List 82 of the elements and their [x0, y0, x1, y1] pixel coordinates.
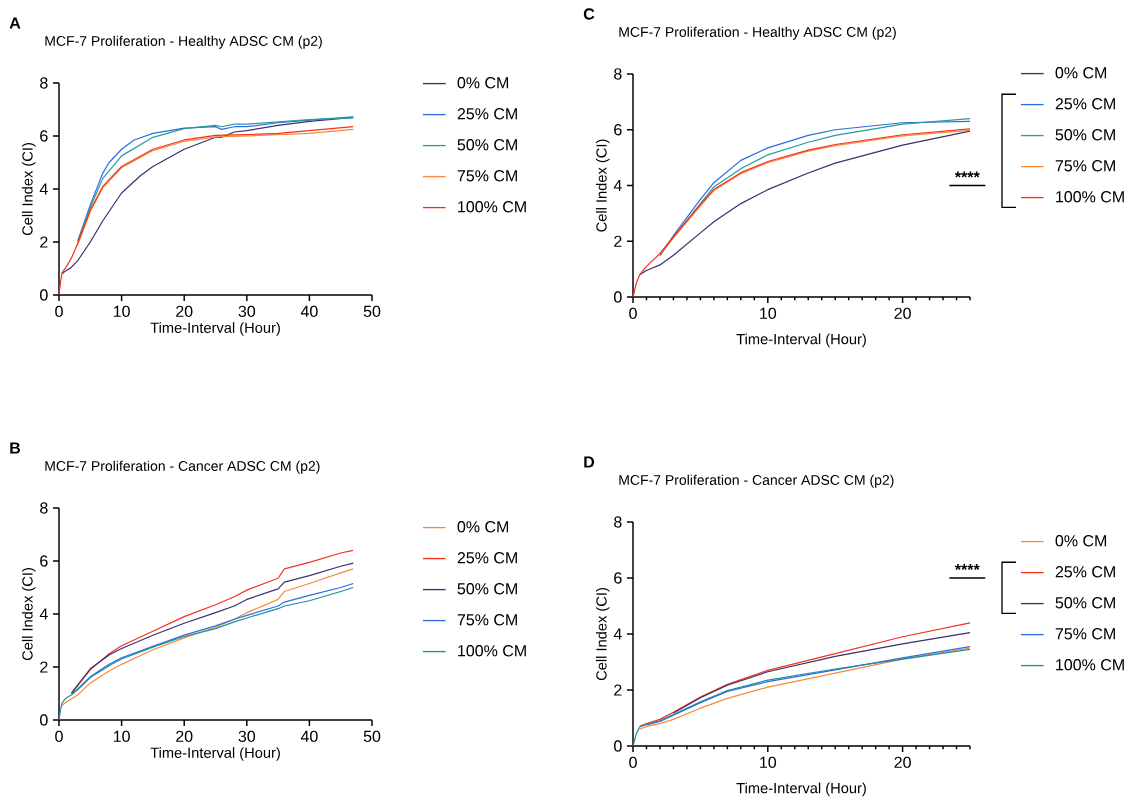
y-tick-label: 4 — [39, 608, 48, 620]
legend-label: 50% CM — [457, 139, 517, 151]
y-tick-label: 8 — [614, 516, 622, 528]
chart-title: MCF-7 Proliferation - Cancer ADSC CM (p2) — [619, 474, 894, 488]
y-tick-label: 2 — [40, 661, 48, 673]
x-tick-label: 0 — [629, 756, 637, 769]
legend-label: 75% CM — [457, 614, 517, 626]
chart-title: MCF-7 Proliferation - Cancer ADSC CM (p2) — [45, 460, 320, 474]
y-axis-title: Cell Index (CI) — [595, 588, 610, 681]
x-tick-label: 10 — [113, 305, 130, 318]
x-tick-label: 50 — [363, 730, 381, 743]
x-tick-label: 0 — [629, 307, 637, 320]
legend-label: 25% CM — [1055, 98, 1115, 110]
y-tick-label: 0 — [614, 291, 622, 303]
y-tick-label: 6 — [40, 555, 48, 567]
x-axis-title: Time-Interval (Hour) — [150, 322, 280, 336]
x-tick-label: 40 — [300, 305, 318, 318]
y-axis-title: Cell Index (CI) — [21, 568, 36, 661]
y-axis-title: Cell Index (CI) — [595, 139, 610, 232]
y-tick-label: 8 — [40, 502, 48, 514]
line-series — [61, 568, 354, 707]
x-axis-title: Time-Interval (Hour) — [736, 782, 866, 797]
x-tick-label: 0 — [55, 730, 63, 743]
legend-label: 0% CM — [1055, 67, 1107, 79]
y-tick-label: 4 — [613, 179, 622, 191]
x-tick-label: 30 — [238, 730, 256, 743]
y-tick-label: 0 — [40, 714, 48, 726]
legend-label: 25% CM — [457, 108, 517, 120]
x-tick-label: 20 — [894, 756, 911, 769]
y-tick-label: 0 — [40, 289, 48, 301]
line-series — [58, 126, 354, 296]
y-tick-label: 0 — [614, 740, 622, 752]
text: A — [9, 17, 21, 29]
legend-label: 0% CM — [1055, 535, 1107, 547]
text: B — [10, 442, 21, 454]
y-tick-label: 6 — [614, 572, 622, 584]
legend-label: 25% CM — [457, 552, 517, 564]
legend-label: 75% CM — [1055, 160, 1115, 172]
y-tick-label: 4 — [613, 628, 622, 640]
y-tick-label: 6 — [614, 124, 622, 136]
chart-title: MCF-7 Proliferation - Healthy ADSC CM (p2) — [45, 35, 322, 49]
legend-label: 100% CM — [458, 201, 526, 213]
annotation: **** — [954, 171, 980, 178]
legend-label: 0% CM — [457, 521, 509, 533]
x-tick-label: 0 — [55, 305, 63, 318]
y-tick-label: 8 — [614, 68, 622, 80]
chart-title: MCF-7 Proliferation - Healthy ADSC CM (p2) — [619, 26, 896, 40]
line-series — [672, 631, 971, 714]
line-series — [639, 622, 971, 727]
x-tick-label: 10 — [760, 307, 777, 320]
legend-label: 100% CM — [1056, 659, 1124, 671]
y-axis-title: Cell Index (CI) — [21, 143, 36, 236]
x-tick-label: 20 — [176, 730, 193, 743]
y-tick-label: 2 — [614, 684, 622, 696]
legend-label: 0% CM — [457, 77, 509, 89]
y-tick-label: 4 — [39, 183, 48, 195]
x-tick-label: 40 — [300, 730, 318, 743]
x-tick-label: 10 — [760, 756, 777, 769]
y-tick-label: 8 — [40, 77, 48, 89]
text: D — [584, 456, 595, 468]
legend-label: 50% CM — [1055, 597, 1115, 609]
y-tick-label: 2 — [40, 236, 48, 248]
y-tick-label: 2 — [614, 235, 622, 247]
x-tick-label: 10 — [113, 730, 130, 743]
x-axis-title: Time-Interval (Hour) — [736, 333, 866, 348]
x-tick-label: 20 — [894, 307, 911, 320]
x-tick-label: 30 — [238, 305, 256, 318]
x-tick-label: 50 — [363, 305, 381, 318]
legend-label: 100% CM — [1056, 191, 1124, 203]
annotation: **** — [954, 564, 980, 570]
y-tick-label: 6 — [40, 130, 48, 142]
legend-label: 50% CM — [457, 583, 517, 595]
line-series — [58, 586, 354, 721]
legend-label: 75% CM — [1055, 628, 1115, 640]
line-series — [70, 582, 354, 695]
legend-label: 50% CM — [1055, 129, 1115, 141]
x-axis-title: Time-Interval (Hour) — [150, 747, 280, 761]
legend-label: 75% CM — [457, 170, 517, 182]
legend-label: 25% CM — [1055, 566, 1115, 578]
x-tick-label: 20 — [176, 305, 193, 318]
legend-label: 100% CM — [458, 645, 526, 657]
text: C — [583, 8, 595, 20]
